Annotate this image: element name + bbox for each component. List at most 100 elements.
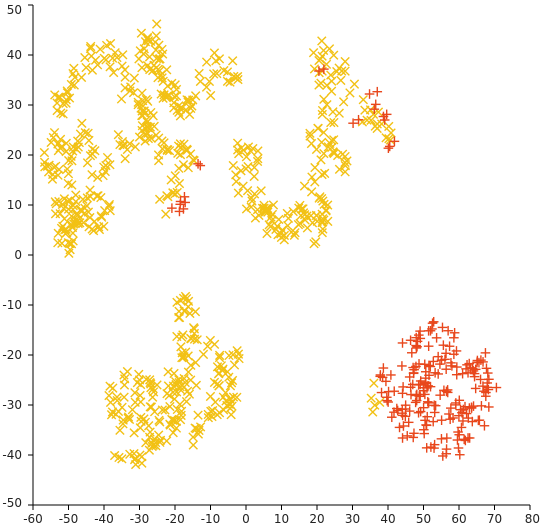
x-marker-point <box>80 127 90 138</box>
x-marker-point <box>66 239 77 249</box>
x-tick: 20 <box>309 505 325 523</box>
x-marker-point <box>212 362 223 372</box>
plus-marker-point <box>481 387 491 398</box>
x-marker-point <box>340 167 350 177</box>
plus-marker-point <box>424 370 434 381</box>
x-marker-point <box>48 169 58 180</box>
x-marker-point <box>316 155 326 165</box>
y-tick: -20 <box>2 348 33 362</box>
x-marker-point <box>318 224 328 234</box>
x-marker-point <box>241 152 252 162</box>
x-marker-point <box>362 115 372 125</box>
plus-marker-point <box>478 357 488 367</box>
plus-marker-point <box>444 341 455 352</box>
x-marker-point <box>99 53 109 64</box>
x-marker-point <box>276 232 287 243</box>
plus-marker-point <box>314 66 324 76</box>
x-marker-point <box>94 224 105 235</box>
x-marker-point <box>151 31 161 41</box>
x-marker-point <box>290 228 300 238</box>
plus-marker-point <box>389 386 400 397</box>
x-marker-point <box>157 44 167 55</box>
x-marker-point <box>178 160 189 170</box>
x-marker-point <box>328 147 338 157</box>
x-marker-point <box>50 197 60 207</box>
x-marker-point <box>120 374 130 384</box>
plus-marker-point <box>409 364 419 375</box>
x-marker-point <box>256 186 266 196</box>
x-marker-point <box>208 69 219 79</box>
x-marker-point <box>156 89 166 99</box>
x-marker-point <box>370 400 380 410</box>
x-marker-point <box>148 383 158 394</box>
x-marker-point <box>80 52 90 63</box>
plus-marker-point <box>381 109 392 120</box>
x-marker-point <box>315 54 326 64</box>
x-marker-point <box>140 129 150 139</box>
x-marker-point <box>43 167 54 177</box>
x-marker-point <box>246 193 257 203</box>
x-marker-point <box>136 412 146 423</box>
x-marker-point <box>134 132 145 142</box>
x-tick-label: -50 <box>59 512 79 523</box>
x-marker-point <box>95 44 105 54</box>
x-marker-point <box>56 108 66 118</box>
plus-marker-point <box>408 432 419 443</box>
plus-marker-point <box>379 115 390 125</box>
x-marker-point <box>366 115 376 125</box>
x-marker-point <box>219 65 229 76</box>
x-marker-point <box>85 150 96 161</box>
x-marker-point <box>194 68 204 79</box>
x-marker-point <box>337 66 347 76</box>
x-marker-point <box>53 92 64 102</box>
x-marker-point <box>188 440 198 450</box>
x-marker-point <box>64 248 74 258</box>
plus-marker-point <box>175 196 186 207</box>
plus-marker-point <box>463 413 474 423</box>
x-marker-point <box>136 397 146 407</box>
plus-marker-point <box>419 428 430 439</box>
x-marker-point <box>305 131 315 141</box>
plus-marker-point <box>476 401 487 411</box>
x-marker-point <box>163 367 173 377</box>
x-marker-point <box>222 400 232 411</box>
x-marker-point <box>142 32 153 43</box>
x-marker-point <box>157 405 168 415</box>
plus-marker-point <box>384 141 395 152</box>
plus-marker-point <box>397 338 408 348</box>
x-marker-point <box>188 155 198 165</box>
x-marker-point <box>174 178 185 189</box>
x-marker-point <box>161 92 172 103</box>
x-marker-point <box>73 210 83 220</box>
x-marker-point <box>112 52 122 63</box>
plus-marker-point <box>420 415 430 426</box>
x-marker-point <box>157 144 168 154</box>
x-marker-point <box>173 148 183 158</box>
x-marker-point <box>118 50 128 60</box>
x-marker-point <box>310 162 320 173</box>
plus-marker-point <box>441 444 452 454</box>
x-marker-point <box>299 181 310 191</box>
x-marker-point <box>319 168 330 179</box>
plus-marker-point <box>411 340 421 351</box>
plus-marker-point <box>421 420 432 431</box>
x-tick: 30 <box>345 505 360 523</box>
x-marker-point <box>236 166 246 176</box>
x-marker-point <box>214 350 225 361</box>
x-marker-point <box>73 136 83 146</box>
x-marker-point <box>140 108 150 119</box>
x-marker-point <box>123 412 134 422</box>
x-marker-point <box>112 392 122 402</box>
x-marker-point <box>201 82 212 92</box>
x-marker-point <box>210 397 221 407</box>
plus-marker-point <box>431 333 442 343</box>
x-tick: 70 <box>487 505 502 523</box>
x-tick-label: -40 <box>94 512 114 523</box>
x-marker-point <box>53 238 63 248</box>
plus-marker-point <box>441 348 451 359</box>
x-marker-point <box>85 212 95 223</box>
x-marker-point <box>136 28 147 38</box>
x-marker-point <box>169 394 180 404</box>
x-marker-point <box>298 208 309 218</box>
x-marker-point <box>138 49 149 59</box>
